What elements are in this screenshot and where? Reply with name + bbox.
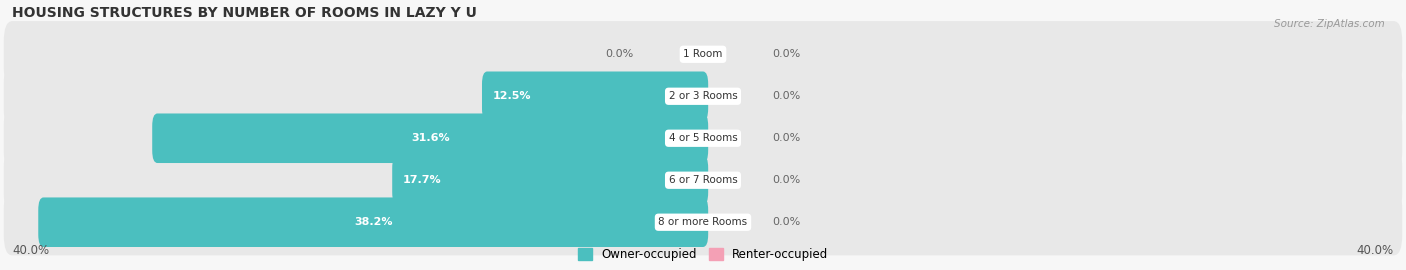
FancyBboxPatch shape [392,156,709,205]
Text: 2 or 3 Rooms: 2 or 3 Rooms [669,91,737,101]
Text: HOUSING STRUCTURES BY NUMBER OF ROOMS IN LAZY Y U: HOUSING STRUCTURES BY NUMBER OF ROOMS IN… [13,6,477,19]
Text: Source: ZipAtlas.com: Source: ZipAtlas.com [1274,19,1385,29]
FancyBboxPatch shape [4,147,1402,213]
Text: 0.0%: 0.0% [772,49,800,59]
FancyBboxPatch shape [38,197,709,247]
Text: 0.0%: 0.0% [772,175,800,185]
Text: 12.5%: 12.5% [492,91,531,101]
Text: 4 or 5 Rooms: 4 or 5 Rooms [669,133,737,143]
FancyBboxPatch shape [4,189,1402,255]
Text: 0.0%: 0.0% [772,91,800,101]
Text: 8 or more Rooms: 8 or more Rooms [658,217,748,227]
FancyBboxPatch shape [4,105,1402,171]
Text: 40.0%: 40.0% [13,244,49,257]
Text: 0.0%: 0.0% [772,217,800,227]
Text: 0.0%: 0.0% [772,133,800,143]
Legend: Owner-occupied, Renter-occupied: Owner-occupied, Renter-occupied [572,244,834,266]
Text: 0.0%: 0.0% [606,49,634,59]
Text: 1 Room: 1 Room [683,49,723,59]
Text: 6 or 7 Rooms: 6 or 7 Rooms [669,175,737,185]
Text: 38.2%: 38.2% [354,217,392,227]
FancyBboxPatch shape [4,63,1402,129]
Text: 31.6%: 31.6% [411,133,450,143]
FancyBboxPatch shape [4,21,1402,87]
Text: 17.7%: 17.7% [402,175,441,185]
FancyBboxPatch shape [152,113,709,163]
Text: 40.0%: 40.0% [1357,244,1393,257]
FancyBboxPatch shape [482,72,709,121]
